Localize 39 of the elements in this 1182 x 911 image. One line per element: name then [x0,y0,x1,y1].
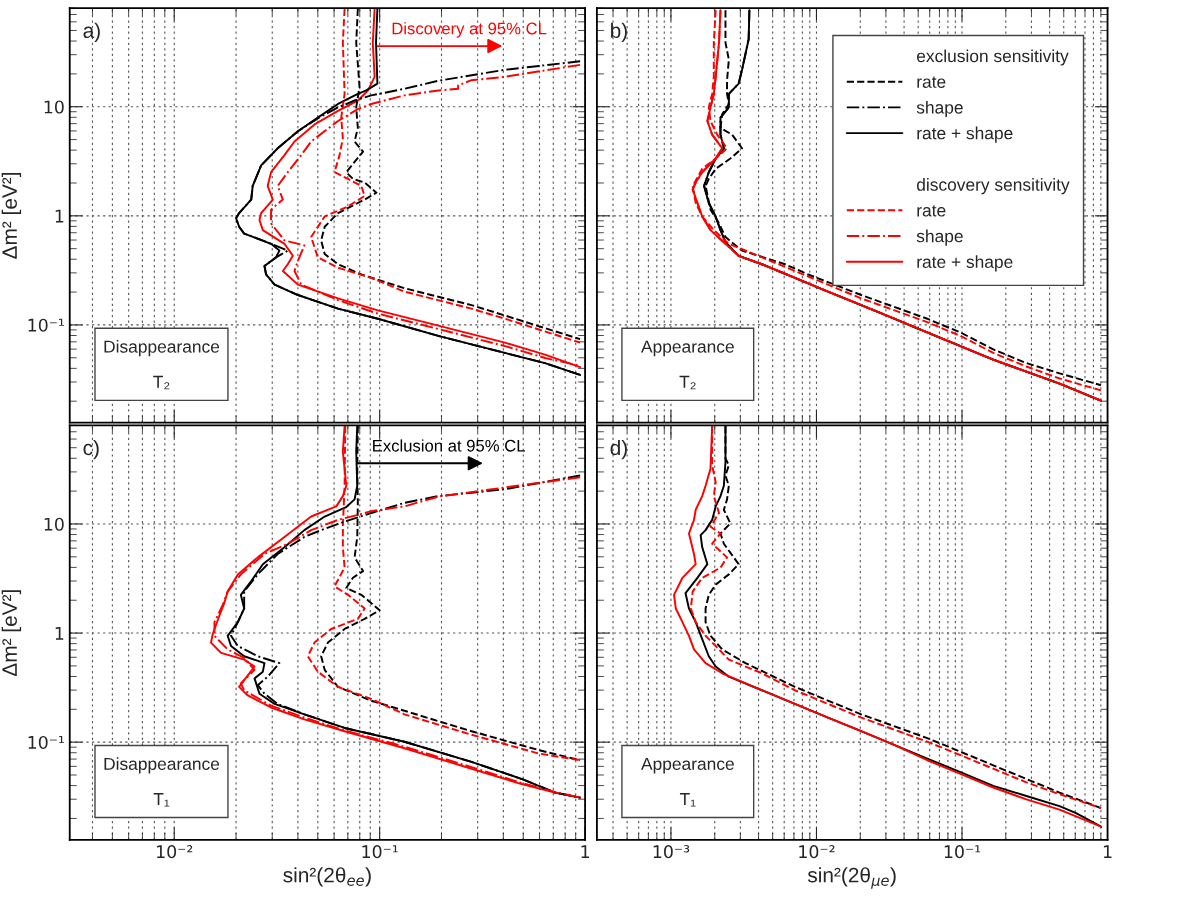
annotation: Appearance [641,340,734,357]
x-tick-label: 10⁻² [157,845,193,859]
legend-label: rate + shape [917,255,1013,272]
x-tick-label: 10⁻¹ [944,845,981,859]
x-tick-label: 1 [581,845,590,858]
y-axis-title: Δm² [eV²] [1,172,22,259]
annotation: d) [610,439,627,460]
x-tick-label: 10⁻³ [653,845,690,859]
y-tick-label: 1 [55,627,64,640]
y-tick-label: 10 [44,100,64,114]
x-axis-title: sin²(2θ$_{μe}$) [807,867,896,889]
legend-label: rate [917,205,946,217]
legend-label: shape [916,100,963,118]
y-tick-label: 10 [44,517,64,531]
annotation: T₂ [153,375,170,390]
legend-label: shape [916,229,963,246]
annotation: a) [83,22,100,43]
legend-label: rate + shape [917,126,1013,143]
x-axis-title: sin²(2θ$_{ee}$) [283,867,371,887]
y-tick-label: 1 [55,209,64,223]
annotation: T₂ [679,375,696,390]
annotation: exclusion sensitivity [916,49,1069,66]
x-tick-label: 10⁻¹ [362,845,398,859]
y-tick-label: 10⁻¹ [28,318,64,332]
x-tick-label: 10⁻² [799,845,835,859]
annotation: c) [83,439,99,460]
annotation: Appearance [641,757,734,774]
annotation: T₁ [153,793,170,807]
annotation: Exclusion at 95% CL [373,439,525,452]
annotation: Disappearance [104,340,220,357]
annotation: Disappearance [104,757,220,774]
annotation: T₁ [679,793,696,807]
annotation: b) [611,22,627,43]
x-tick-label: 1 [1103,845,1112,858]
legend-label: rate [917,76,946,88]
annotation: Discovery at 95% CL [392,22,547,38]
annotation: discovery sensitivity [916,178,1070,195]
y-tick-label: 10⁻¹ [28,735,64,750]
y-axis-title: Δm² [eV²] [1,590,22,677]
